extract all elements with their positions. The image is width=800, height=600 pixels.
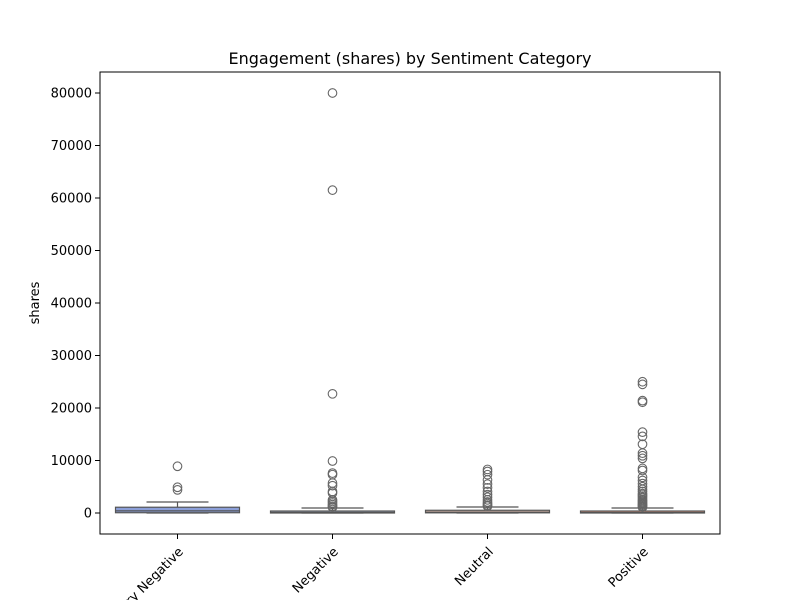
outlier-point xyxy=(482,492,493,503)
outlier-point xyxy=(327,185,338,195)
x-axis: Very Negative Negative Neutral Positive xyxy=(112,534,652,600)
outlier-point xyxy=(327,88,338,98)
outlier-point xyxy=(637,395,648,406)
x-tick-label: Very Negative xyxy=(112,545,187,600)
x-tick-label: Negative xyxy=(290,545,342,597)
y-axis-label: shares xyxy=(28,281,43,324)
outlier-point xyxy=(172,482,183,493)
outlier-point xyxy=(482,464,493,475)
outlier-point xyxy=(637,431,648,442)
outlier-point xyxy=(327,388,338,399)
outlier-point xyxy=(637,475,648,486)
outlier-point xyxy=(172,461,183,472)
outlier-point xyxy=(637,463,648,474)
outlier-point xyxy=(172,485,183,495)
y-tick-label: 40000 xyxy=(51,297,92,312)
y-tick-label: 30000 xyxy=(51,349,92,364)
outlier-point xyxy=(327,480,338,491)
box-group xyxy=(269,88,396,514)
outlier-point xyxy=(482,489,493,500)
outlier-point xyxy=(482,486,493,497)
outlier-point xyxy=(637,450,648,461)
y-tick-label: 20000 xyxy=(51,402,92,417)
outlier-point xyxy=(327,456,338,466)
y-tick-label: 60000 xyxy=(51,192,92,207)
outlier-point xyxy=(637,379,648,390)
outlier-point xyxy=(327,468,338,478)
box-group xyxy=(579,376,706,514)
outlier-point xyxy=(637,478,648,489)
outlier-point xyxy=(482,482,493,493)
outlier-point xyxy=(637,481,648,492)
chart-title: Engagement (shares) by Sentiment Categor… xyxy=(229,49,592,68)
y-tick-label: 80000 xyxy=(51,87,92,102)
plot-frame xyxy=(99,71,721,535)
boxes-layer xyxy=(114,88,706,514)
x-tick-label: Positive xyxy=(606,545,652,591)
outlier-point xyxy=(482,469,493,480)
outlier-point xyxy=(637,427,648,438)
box-iqr xyxy=(114,506,241,514)
y-tick-label: 70000 xyxy=(51,139,92,154)
outlier-point xyxy=(637,439,648,450)
x-tick-label: Neutral xyxy=(452,545,497,590)
y-tick-label: 50000 xyxy=(51,244,92,259)
outlier-point xyxy=(637,453,648,464)
y-tick-label: 10000 xyxy=(51,454,92,469)
box-group xyxy=(424,464,551,514)
y-tick-label: 0 xyxy=(84,507,92,522)
box-group xyxy=(114,461,241,514)
y-axis: 0 10000 20000 30000 40000 50000 60000 70000 8000… xyxy=(51,87,100,522)
outlier-point xyxy=(637,376,648,387)
outlier-point xyxy=(482,479,493,489)
